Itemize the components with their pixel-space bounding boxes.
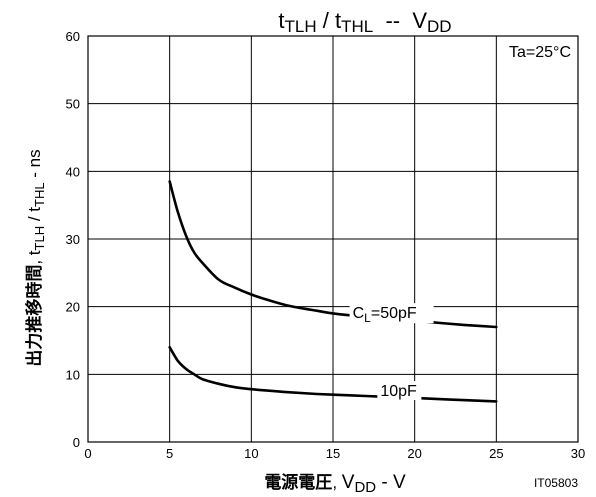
y-tick-label: 50 xyxy=(66,97,80,112)
x-tick-label: 5 xyxy=(166,446,173,461)
plot-frame xyxy=(87,35,579,443)
x-tick-label: 30 xyxy=(571,446,585,461)
tick-labels: 0 5 10 15 20 25 30 0 10 20 30 40 50 60 xyxy=(66,29,586,461)
series-label-bg-10pf xyxy=(377,380,422,400)
y-tick-label: 40 xyxy=(66,164,80,179)
x-tick-label: 20 xyxy=(407,446,421,461)
x-tick-label: 10 xyxy=(244,446,258,461)
y-tick-label: 60 xyxy=(66,29,80,44)
x-tick-label: 25 xyxy=(489,446,503,461)
x-axis-label: 電源電圧, VDD - V xyxy=(264,472,406,496)
series-label-10pf: 10pF xyxy=(380,383,417,400)
condition-label: Ta=25°C xyxy=(509,44,571,61)
y-tick-label: 0 xyxy=(73,435,80,450)
y-axis-label: 出力推移時間, tTLH / tTHL - ns xyxy=(24,149,47,366)
chart-title: tTLH / tTHL -- VDD xyxy=(278,8,451,36)
y-tick-label: 30 xyxy=(66,232,80,247)
series-label-50pf: CL=50pF xyxy=(353,305,417,325)
condition-box xyxy=(498,40,575,62)
y-tick-label: 20 xyxy=(66,300,80,315)
x-tick-label: 15 xyxy=(326,446,340,461)
grid xyxy=(88,36,578,442)
series-label-bg-50pf xyxy=(349,303,434,324)
x-tick-label: 0 xyxy=(84,446,91,461)
figure-code: IT05803 xyxy=(534,476,578,490)
y-tick-label: 10 xyxy=(66,367,80,382)
